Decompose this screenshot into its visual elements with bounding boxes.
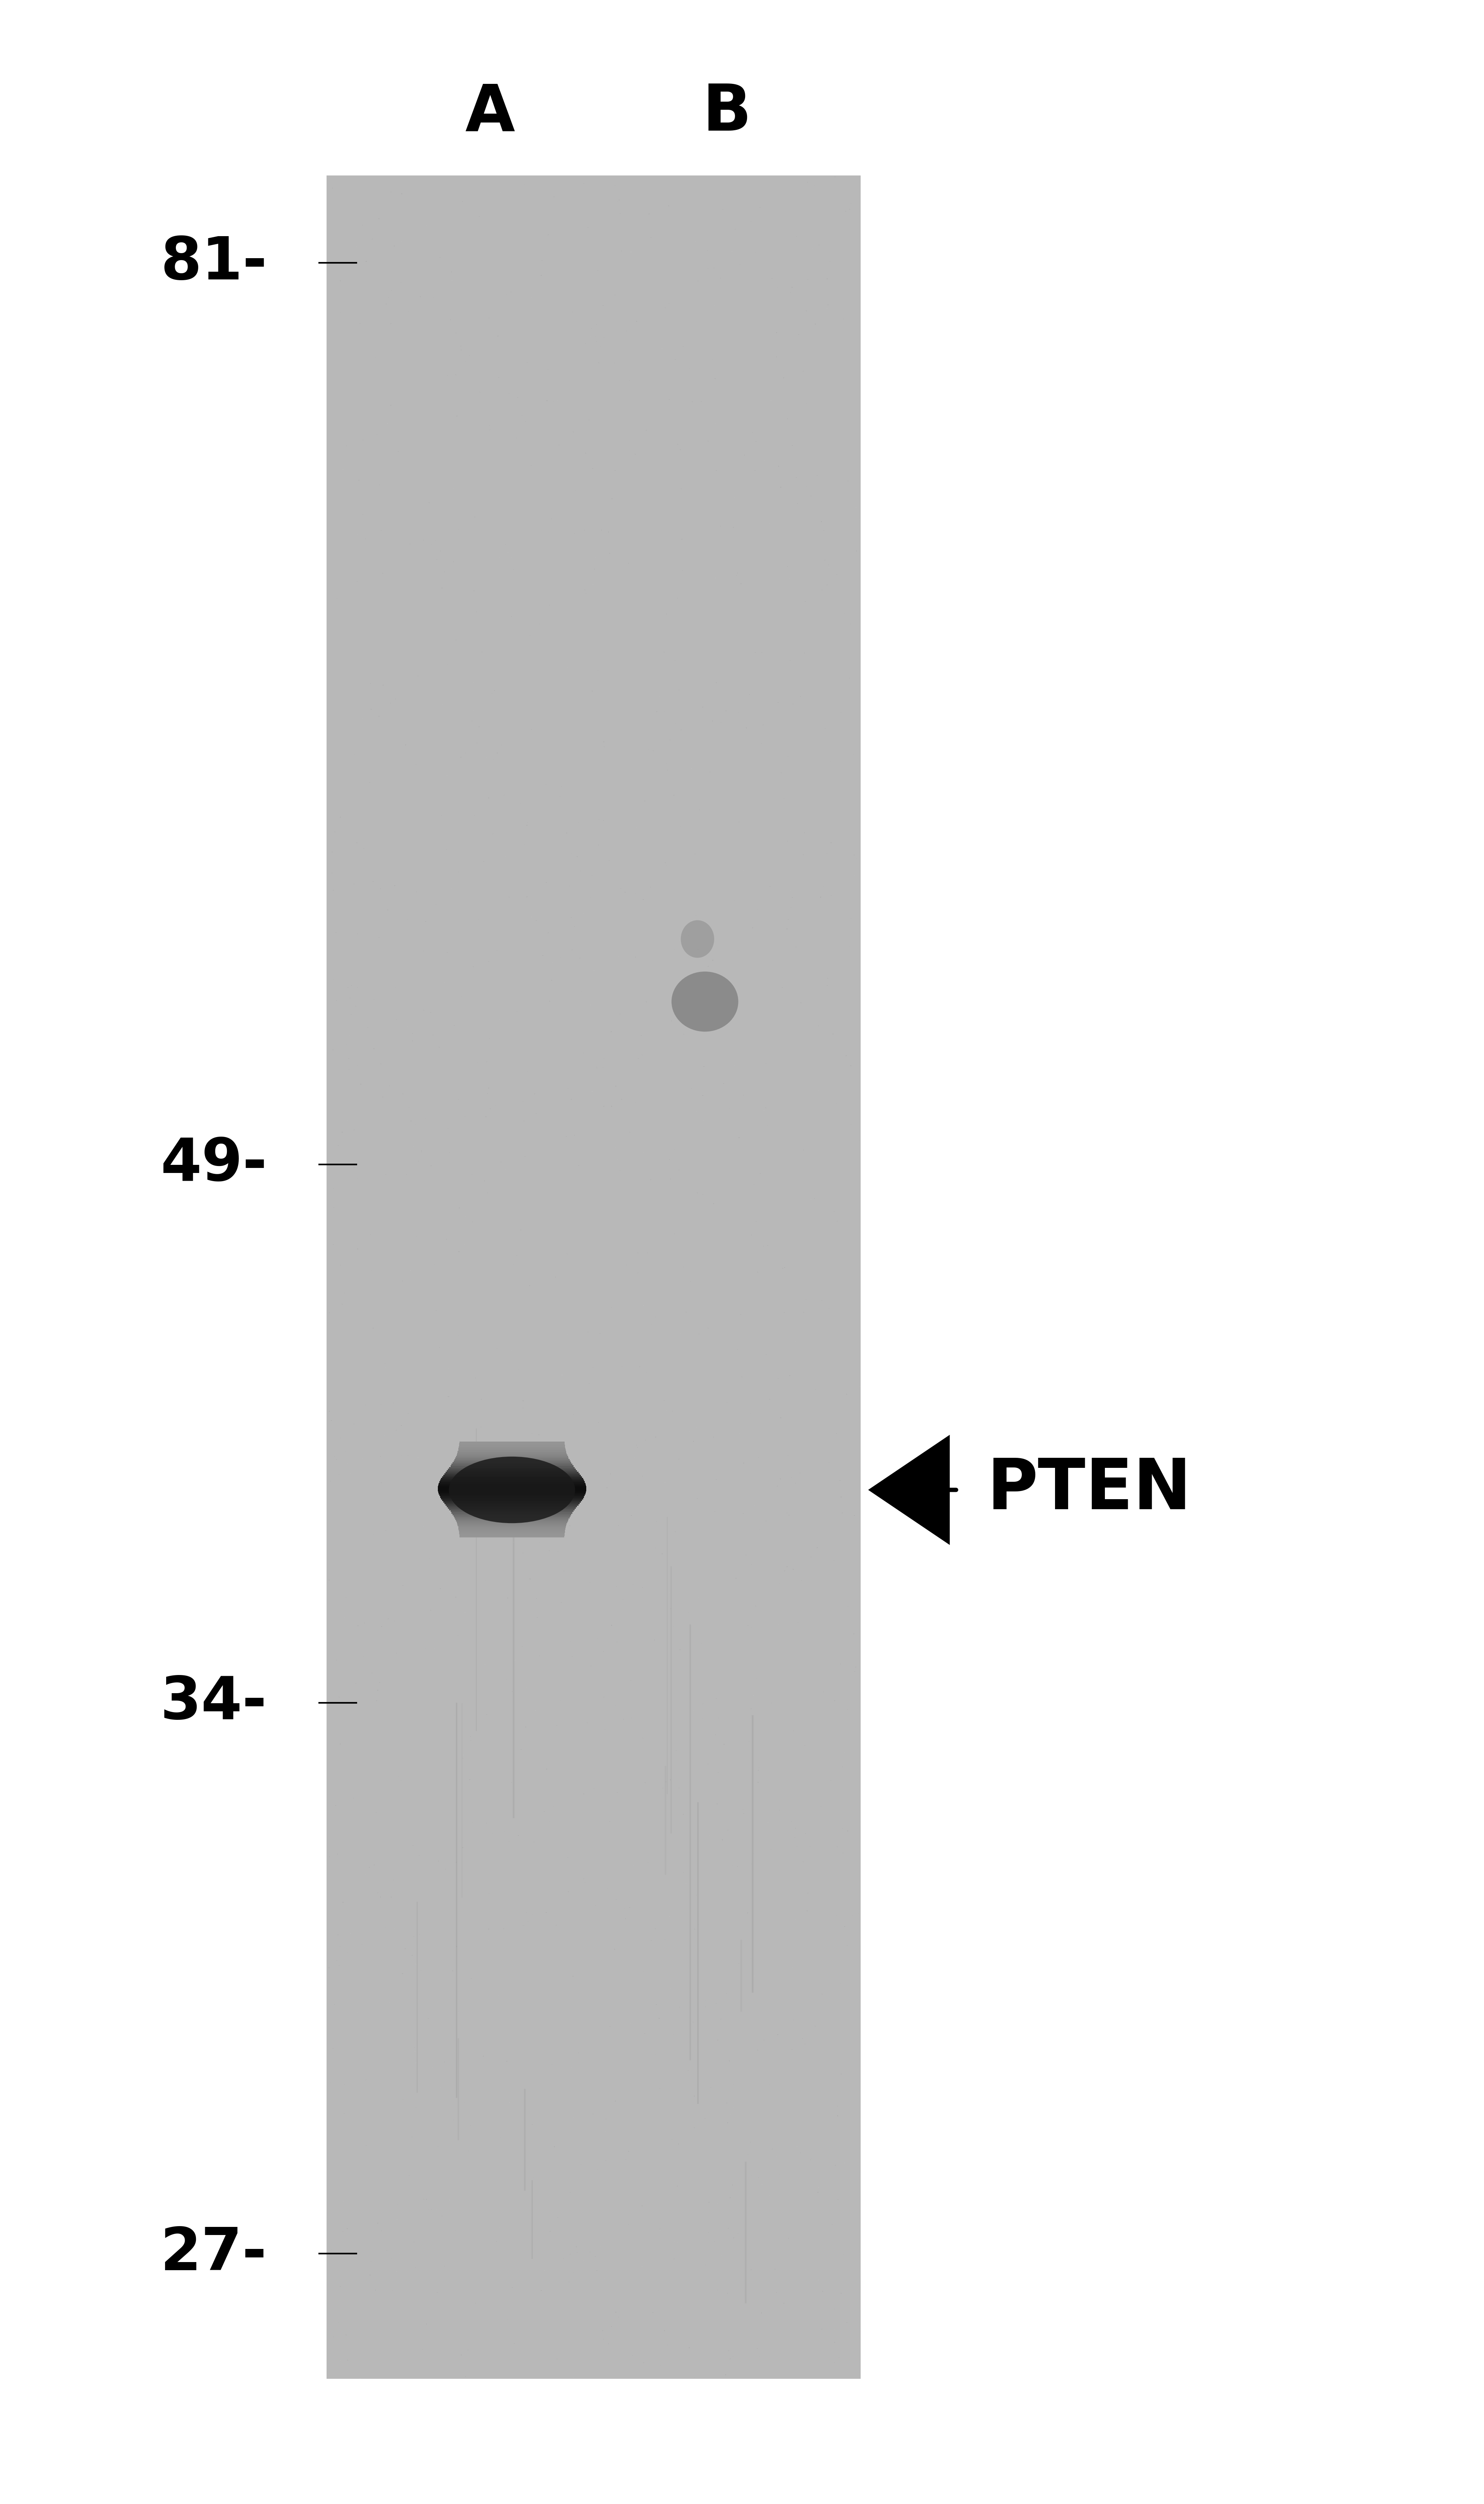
Text: 34-: 34- <box>160 1675 267 1730</box>
Text: 27-: 27- <box>160 2226 267 2281</box>
Ellipse shape <box>681 921 714 959</box>
Text: A: A <box>464 80 515 145</box>
Polygon shape <box>868 1435 950 1545</box>
FancyBboxPatch shape <box>326 175 861 2379</box>
Ellipse shape <box>671 972 739 1032</box>
Ellipse shape <box>448 1457 576 1522</box>
Text: 81-: 81- <box>160 235 267 290</box>
Text: 49-: 49- <box>160 1137 267 1192</box>
Text: B: B <box>702 80 752 145</box>
Text: PTEN: PTEN <box>987 1455 1192 1525</box>
